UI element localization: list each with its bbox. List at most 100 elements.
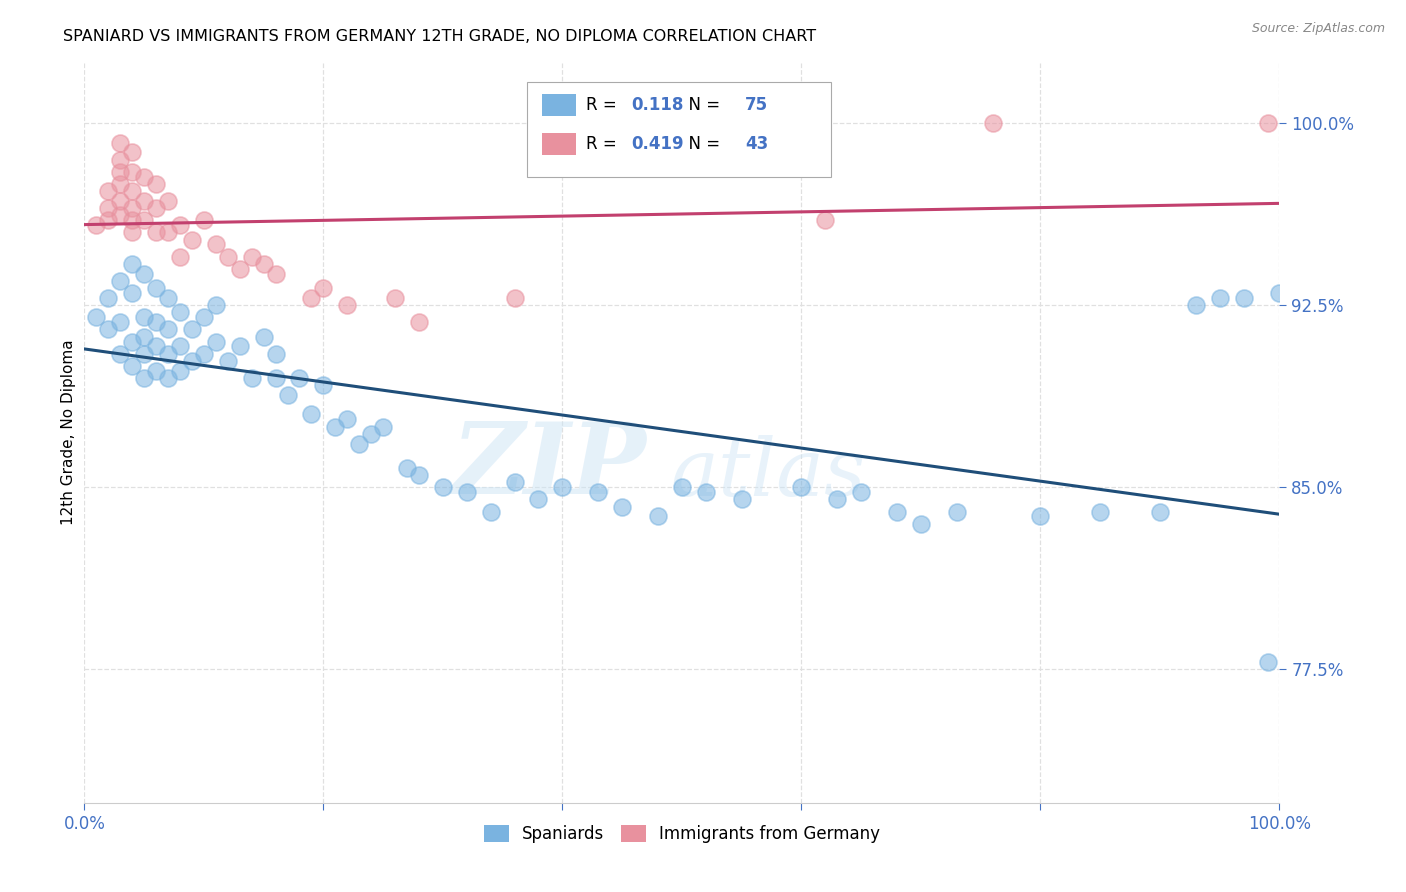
Point xyxy=(145,339,167,353)
Point xyxy=(814,213,837,227)
Point xyxy=(121,201,143,215)
Point xyxy=(205,237,228,252)
Point xyxy=(264,371,287,385)
Point xyxy=(1209,291,1232,305)
Point xyxy=(373,419,395,434)
Point xyxy=(1233,291,1256,305)
Point xyxy=(217,354,239,368)
Point xyxy=(851,485,873,500)
Point xyxy=(396,460,419,475)
Point xyxy=(503,291,526,305)
Point xyxy=(229,339,252,353)
Point xyxy=(169,250,191,264)
Point xyxy=(827,492,849,507)
Point xyxy=(301,291,323,305)
Point xyxy=(1257,116,1279,130)
Point xyxy=(110,194,132,208)
Point xyxy=(145,315,167,329)
Point xyxy=(145,177,167,191)
Point xyxy=(145,225,167,239)
Point xyxy=(264,347,287,361)
Point xyxy=(157,347,180,361)
Point xyxy=(1090,504,1112,518)
Point xyxy=(145,201,167,215)
Point xyxy=(97,291,120,305)
Point xyxy=(588,485,610,500)
Point xyxy=(132,347,156,361)
Point xyxy=(86,310,108,325)
Point xyxy=(181,322,204,336)
Point xyxy=(217,250,239,264)
Point xyxy=(97,184,120,198)
Text: 75: 75 xyxy=(745,95,768,113)
Point xyxy=(110,347,132,361)
Point xyxy=(253,330,276,344)
Point xyxy=(145,281,167,295)
Point xyxy=(479,504,502,518)
Point xyxy=(384,291,406,305)
Text: R =: R = xyxy=(586,135,623,153)
Point xyxy=(264,267,287,281)
Point xyxy=(110,153,132,167)
Point xyxy=(360,426,382,441)
Point xyxy=(181,233,204,247)
Point xyxy=(647,509,669,524)
Point xyxy=(790,480,813,494)
Point xyxy=(157,371,180,385)
Point xyxy=(110,208,132,222)
Point xyxy=(86,218,108,232)
Point xyxy=(121,184,143,198)
Point xyxy=(1029,509,1052,524)
Point xyxy=(240,371,263,385)
Point xyxy=(121,286,143,301)
Point xyxy=(456,485,478,500)
Text: ZIP: ZIP xyxy=(451,417,647,514)
Point xyxy=(886,504,908,518)
Point xyxy=(1268,286,1291,301)
Point xyxy=(157,194,180,208)
Point xyxy=(132,371,156,385)
Point xyxy=(169,218,191,232)
Point xyxy=(169,339,191,353)
Text: SPANIARD VS IMMIGRANTS FROM GERMANY 12TH GRADE, NO DIPLOMA CORRELATION CHART: SPANIARD VS IMMIGRANTS FROM GERMANY 12TH… xyxy=(63,29,817,45)
Point xyxy=(121,257,143,271)
Point xyxy=(110,177,132,191)
Legend: Spaniards, Immigrants from Germany: Spaniards, Immigrants from Germany xyxy=(477,819,887,850)
Point xyxy=(527,492,550,507)
Point xyxy=(408,315,430,329)
Point xyxy=(121,334,143,349)
Point xyxy=(110,164,132,178)
Point xyxy=(181,354,204,368)
Point xyxy=(503,475,526,490)
Point xyxy=(312,281,335,295)
Text: R =: R = xyxy=(586,95,623,113)
Point xyxy=(132,213,156,227)
Point xyxy=(229,261,252,276)
Point xyxy=(240,250,263,264)
Point xyxy=(695,485,717,500)
Point xyxy=(157,291,180,305)
Point xyxy=(121,164,143,178)
Text: 43: 43 xyxy=(745,135,769,153)
Point xyxy=(731,492,754,507)
Point xyxy=(97,213,120,227)
Text: atlas: atlas xyxy=(671,434,865,512)
Point xyxy=(121,359,143,373)
Point xyxy=(145,364,167,378)
Point xyxy=(336,412,359,426)
Point xyxy=(312,378,335,392)
Text: Source: ZipAtlas.com: Source: ZipAtlas.com xyxy=(1251,22,1385,36)
Point xyxy=(193,213,215,227)
Point xyxy=(336,298,359,312)
Point xyxy=(132,310,156,325)
Text: 0.118: 0.118 xyxy=(631,95,685,113)
Point xyxy=(910,516,932,531)
Point xyxy=(169,305,191,319)
Point xyxy=(253,257,276,271)
Point xyxy=(110,136,132,150)
Point xyxy=(205,334,228,349)
Point xyxy=(946,504,969,518)
FancyBboxPatch shape xyxy=(543,95,575,117)
Point xyxy=(408,468,430,483)
Point xyxy=(205,298,228,312)
